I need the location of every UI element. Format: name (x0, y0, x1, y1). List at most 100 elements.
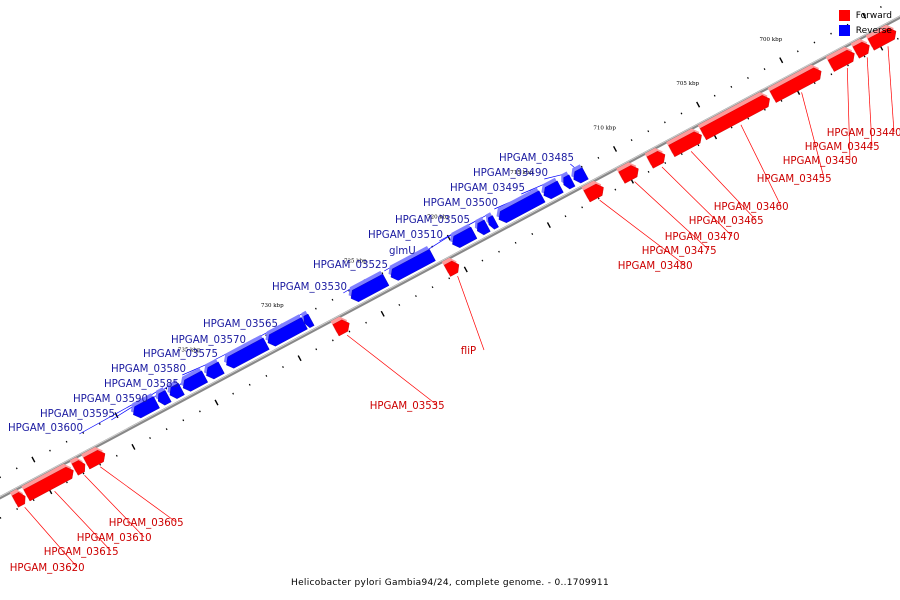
gene-label-hpgam-03575[interactable]: HPGAM_03575 (143, 349, 218, 360)
gene-label-hpgam-03600[interactable]: HPGAM_03600 (8, 423, 83, 434)
gene-arrow (646, 150, 666, 169)
gene-label-hpgam-03525[interactable]: HPGAM_03525 (313, 260, 388, 271)
gene-arrow (852, 41, 870, 59)
minor-tick-top (680, 112, 683, 115)
gene-label-hpgam-03580[interactable]: HPGAM_03580 (111, 364, 186, 375)
minor-tick-bottom (664, 161, 667, 164)
gene-label-hpgam-03620[interactable]: HPGAM_03620 (10, 563, 85, 574)
minor-tick-top (331, 298, 334, 301)
minor-tick-bottom (830, 73, 833, 76)
gene-hpgam-03530[interactable] (348, 270, 390, 303)
gene-label-hpgam-03605[interactable]: HPGAM_03605 (109, 518, 184, 529)
leader-hpgam-03490 (544, 173, 564, 180)
gene-label-hpgam-03485[interactable]: HPGAM_03485 (499, 153, 574, 164)
gene-label-hpgam-03445[interactable]: HPGAM_03445 (805, 142, 880, 153)
gene-arrow (390, 248, 436, 281)
gene-label-flip[interactable]: fliP (461, 346, 476, 357)
gene-hpgam-03505[interactable] (485, 212, 499, 230)
gene-hpgam-03610[interactable] (69, 457, 86, 476)
gene-label-hpgam-03610[interactable]: HPGAM_03610 (77, 533, 152, 544)
minor-tick-bottom (448, 277, 451, 280)
leader-hpgam-03460 (740, 124, 782, 207)
gene-label-hpgam-03585[interactable]: HPGAM_03585 (104, 379, 179, 390)
gene-glmu[interactable] (450, 223, 478, 248)
gene-label-hpgam-03505[interactable]: HPGAM_03505 (395, 215, 470, 226)
minor-tick-bottom (764, 108, 766, 111)
gene-label-hpgam-03465[interactable]: HPGAM_03465 (689, 216, 764, 227)
major-tick-top (696, 101, 701, 108)
gene-label-hpgam-03440[interactable]: HPGAM_03440 (827, 128, 900, 139)
reverse-swatch (838, 25, 850, 36)
gene-hpgam-03525[interactable] (388, 246, 436, 281)
minor-tick-bottom (498, 250, 500, 253)
minor-tick-bottom (165, 428, 168, 431)
minor-tick-top (15, 467, 18, 470)
gene-hpgam-03485[interactable] (571, 164, 589, 184)
gene-hpgam-03565[interactable] (301, 310, 315, 329)
gene-features (9, 24, 897, 508)
gene-flip[interactable] (441, 257, 460, 277)
gene-hpgam-03510[interactable] (474, 216, 491, 236)
leader-hpgam-03475 (634, 181, 710, 251)
minor-tick-bottom (780, 99, 783, 102)
leader-hpgam-03445 (866, 57, 873, 147)
gene-hpgam-03570[interactable] (265, 314, 308, 347)
gene-hpgam-03615[interactable] (21, 463, 74, 502)
minor-tick-bottom (747, 117, 750, 120)
gene-hpgam-03470[interactable] (644, 148, 666, 169)
gene-hpgam-03440[interactable] (865, 24, 897, 51)
gene-hpgam-03535[interactable] (330, 316, 350, 337)
gene-label-hpgam-03570[interactable]: HPGAM_03570 (171, 335, 246, 346)
minor-tick-top (747, 76, 749, 79)
gene-label-hpgam-03530[interactable]: HPGAM_03530 (272, 282, 347, 293)
gene-hpgam-03450[interactable] (825, 46, 855, 72)
gene-hpgam-03475[interactable] (616, 162, 639, 184)
gene-label-hpgam-03595[interactable]: HPGAM_03595 (40, 409, 115, 420)
minor-tick-bottom (581, 206, 584, 209)
gene-hpgam-03465[interactable] (666, 128, 702, 158)
gene-hpgam-03480[interactable] (581, 180, 604, 203)
gene-arrow (71, 460, 86, 476)
gene-label-hpgam-03480[interactable]: HPGAM_03480 (618, 261, 693, 272)
gene-hpgam-03590[interactable] (167, 380, 185, 399)
gene-arrow (487, 215, 499, 230)
gene-hpgam-03490[interactable] (561, 171, 576, 190)
gene-hpgam-03580[interactable] (204, 358, 225, 380)
gene-label-hpgam-03475[interactable]: HPGAM_03475 (642, 246, 717, 257)
minor-tick-top (314, 307, 317, 310)
gene-arrow (827, 49, 855, 72)
gene-label-hpgam-03615[interactable]: HPGAM_03615 (44, 547, 119, 558)
gene-hpgam-03460[interactable] (697, 92, 770, 141)
leader-hpgam-03480 (599, 199, 686, 266)
gene-hpgam-03495[interactable] (541, 177, 564, 200)
gene-hpgam-03575[interactable] (224, 334, 270, 369)
gene-hpgam-03445[interactable] (850, 38, 870, 59)
minor-tick-top (713, 94, 716, 97)
gene-label-hpgam-03490[interactable]: HPGAM_03490 (473, 168, 548, 179)
minor-tick-bottom (564, 215, 567, 218)
minor-tick-bottom (415, 295, 417, 298)
gene-label-hpgam-03510[interactable]: HPGAM_03510 (368, 230, 443, 241)
gene-label-hpgam-03495[interactable]: HPGAM_03495 (450, 183, 525, 194)
gene-label-hpgam-03565[interactable]: HPGAM_03565 (203, 319, 278, 330)
tick-label-725: 725 kbp (344, 259, 367, 265)
minor-tick-top (830, 32, 832, 35)
gene-arrow (618, 165, 639, 184)
gene-hpgam-03605[interactable] (81, 447, 106, 470)
gene-label-hpgam-03460[interactable]: HPGAM_03460 (714, 202, 789, 213)
gene-hpgam-03600[interactable] (130, 393, 160, 419)
gene-label-hpgam-03470[interactable]: HPGAM_03470 (665, 232, 740, 243)
leader-hpgam-03600 (79, 399, 141, 435)
gene-hpgam-03500[interactable] (496, 187, 546, 224)
gene-label-hpgam-03535[interactable]: HPGAM_03535 (370, 401, 445, 412)
gene-hpgam-03585[interactable] (180, 367, 209, 392)
gene-label-hpgam-03450[interactable]: HPGAM_03450 (783, 156, 858, 167)
gene-label-hpgam-03590[interactable]: HPGAM_03590 (73, 394, 148, 405)
gene-label-hpgam-03500[interactable]: HPGAM_03500 (423, 198, 498, 209)
gene-hpgam-03620[interactable] (9, 489, 26, 508)
gene-hpgam-03595[interactable] (155, 387, 172, 406)
gene-arrow (206, 361, 225, 380)
gene-hpgam-03455[interactable] (767, 64, 822, 103)
gene-label-hpgam-03455[interactable]: HPGAM_03455 (757, 174, 832, 185)
gene-label-glmu[interactable]: glmU (389, 246, 416, 257)
